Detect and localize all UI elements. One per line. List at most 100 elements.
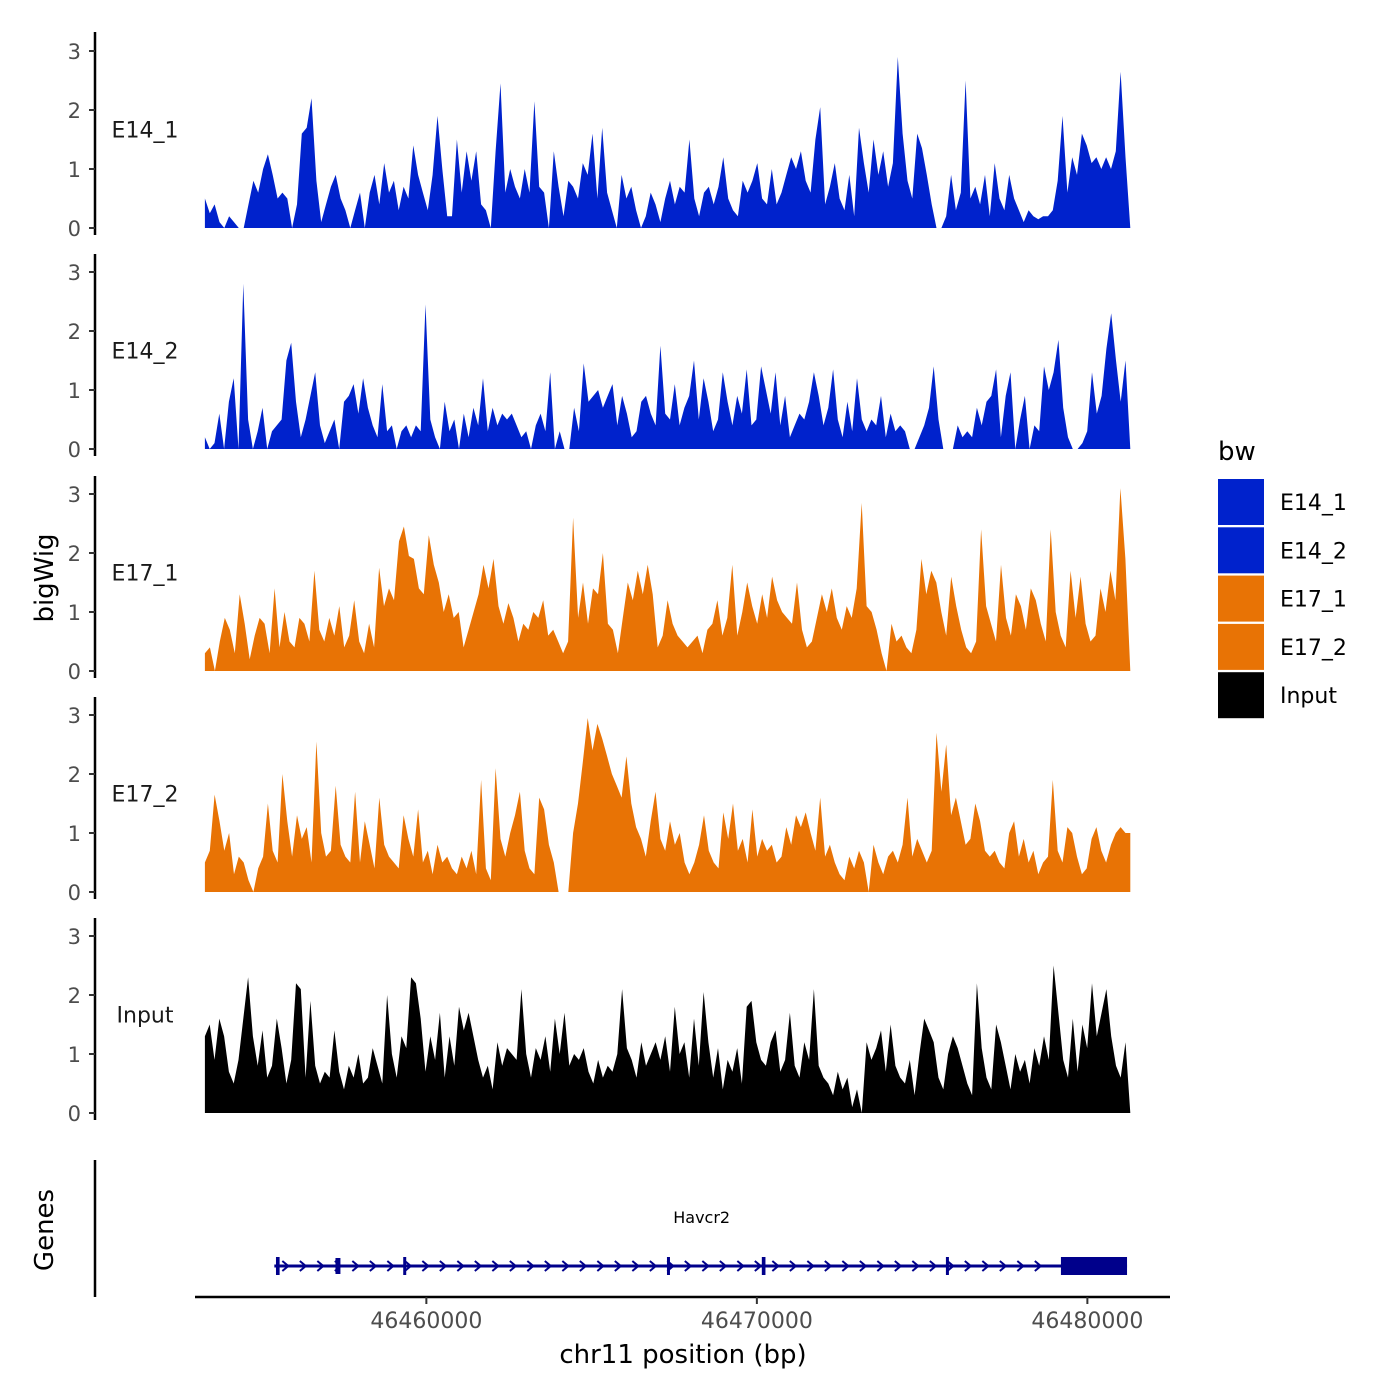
strand-arrow	[736, 1260, 745, 1272]
y-tick-label: 0	[68, 438, 81, 462]
strand-arrow	[964, 1260, 973, 1272]
y-tick-label: 0	[68, 881, 81, 905]
track-label: E14_2	[112, 340, 179, 365]
y-tick-label: 2	[68, 763, 81, 787]
y-tick-label: 0	[68, 660, 81, 684]
y-tick-label: 1	[68, 158, 81, 182]
signal-area	[204, 56, 1131, 229]
x-tick-label: 46470000	[701, 1309, 813, 1334]
legend-label: E14_2	[1280, 539, 1347, 564]
legend-swatch	[1218, 575, 1264, 622]
gene-exon	[335, 1258, 341, 1274]
strand-arrow	[719, 1260, 728, 1272]
y-tick-label: 3	[68, 704, 81, 728]
track-e17-2: 0 1 2 3 E17_2	[68, 697, 1131, 905]
strand-arrow	[316, 1260, 325, 1272]
gene-exon	[945, 1257, 949, 1275]
strand-arrow	[404, 1260, 413, 1272]
gene-name-label: Havcr2	[673, 1208, 730, 1227]
y-tick-label: 3	[68, 261, 81, 285]
strand-arrow	[806, 1260, 815, 1272]
strand-arrow	[981, 1260, 990, 1272]
track-e17-1: 0 1 2 3 E17_1	[68, 476, 1131, 684]
strand-arrow	[929, 1260, 938, 1272]
gene-exon	[1060, 1257, 1128, 1275]
gene-panel-title: Genes	[30, 1189, 60, 1271]
strand-arrow	[369, 1260, 378, 1272]
strand-arrow	[1034, 1260, 1043, 1272]
y-tick-label: 3	[68, 40, 81, 64]
strand-arrow	[631, 1260, 640, 1272]
strand-arrow	[614, 1260, 623, 1272]
legend-swatch	[1218, 623, 1264, 670]
strand-arrow	[701, 1260, 710, 1272]
legend-item: Input	[1218, 672, 1337, 719]
signal-area	[204, 965, 1131, 1113]
y-tick-label: 0	[68, 1102, 81, 1126]
x-tick-label: 46480000	[1031, 1309, 1143, 1334]
legend: bw E14_1 E14_2 E17_1 E17_2 Input	[1218, 437, 1347, 719]
strand-arrow	[509, 1260, 518, 1272]
strand-arrow	[1016, 1260, 1025, 1272]
strand-arrow	[299, 1260, 308, 1272]
y-axis-title: bigWig	[30, 533, 60, 622]
gene-exon	[761, 1257, 766, 1275]
y-tick-label: 1	[68, 1043, 81, 1067]
legend-swatch	[1218, 479, 1264, 525]
strand-arrow	[526, 1260, 535, 1272]
y-tick-label: 2	[68, 542, 81, 566]
legend-label: Input	[1280, 684, 1337, 709]
signal-area	[204, 488, 1131, 671]
strand-arrow	[894, 1260, 903, 1272]
strand-arrow	[544, 1260, 553, 1272]
legend-swatch	[1218, 527, 1264, 574]
signal-tracks: 0 1 2 3 E14_1 0 1 2 3 E14_2 0 1 2 3 E17_1 0 1 2 3 E17_2 0 1 2 3…	[68, 32, 1131, 1126]
y-tick-label: 2	[68, 320, 81, 344]
legend-label: E17_1	[1280, 588, 1347, 613]
y-tick-label: 1	[68, 379, 81, 403]
legend-item: E17_2	[1218, 623, 1347, 670]
legend-title: bw	[1218, 437, 1256, 467]
x-tick-label: 46460000	[370, 1309, 482, 1334]
legend-item: E14_2	[1218, 527, 1347, 574]
legend-label: E14_1	[1280, 491, 1347, 516]
strand-arrow	[386, 1260, 395, 1272]
signal-area	[204, 283, 1131, 449]
strand-arrow	[754, 1260, 763, 1272]
track-label: E17_1	[112, 562, 179, 587]
strand-arrow	[351, 1260, 360, 1272]
y-tick-label: 2	[68, 984, 81, 1008]
strand-arrow	[771, 1260, 780, 1272]
strand-arrow	[561, 1260, 570, 1272]
gene-track-panel: Havcr2	[93, 1160, 1128, 1297]
strand-arrow	[946, 1260, 955, 1272]
strand-arrow	[421, 1260, 430, 1272]
y-tick-label: 0	[68, 217, 81, 241]
strand-arrow	[876, 1260, 885, 1272]
strand-arrow	[491, 1260, 500, 1272]
y-tick-label: 3	[68, 925, 81, 949]
strand-arrow	[789, 1260, 798, 1272]
strand-arrow	[911, 1260, 920, 1272]
strand-arrow	[439, 1260, 448, 1272]
strand-arrow	[684, 1260, 693, 1272]
strand-arrow	[999, 1260, 1008, 1272]
strand-arrow	[649, 1260, 658, 1272]
legend-item: E14_1	[1218, 479, 1347, 525]
strand-arrow	[859, 1260, 868, 1272]
strand-arrow	[281, 1260, 290, 1272]
strand-arrow	[474, 1260, 483, 1272]
x-axis: 46460000 46470000 46480000	[195, 1295, 1170, 1334]
track-label: E14_1	[112, 119, 179, 144]
y-tick-label: 3	[68, 483, 81, 507]
legend-swatch	[1218, 672, 1264, 719]
track-label: E17_2	[112, 783, 179, 808]
track-label: Input	[117, 1004, 174, 1029]
track-e14-1: 0 1 2 3 E14_1	[68, 32, 1131, 241]
y-tick-label: 2	[68, 99, 81, 123]
y-tick-label: 1	[68, 822, 81, 846]
x-axis-title: chr11 position (bp)	[559, 1340, 806, 1370]
legend-item: E17_1	[1218, 575, 1347, 622]
legend-label: E17_2	[1280, 636, 1347, 661]
